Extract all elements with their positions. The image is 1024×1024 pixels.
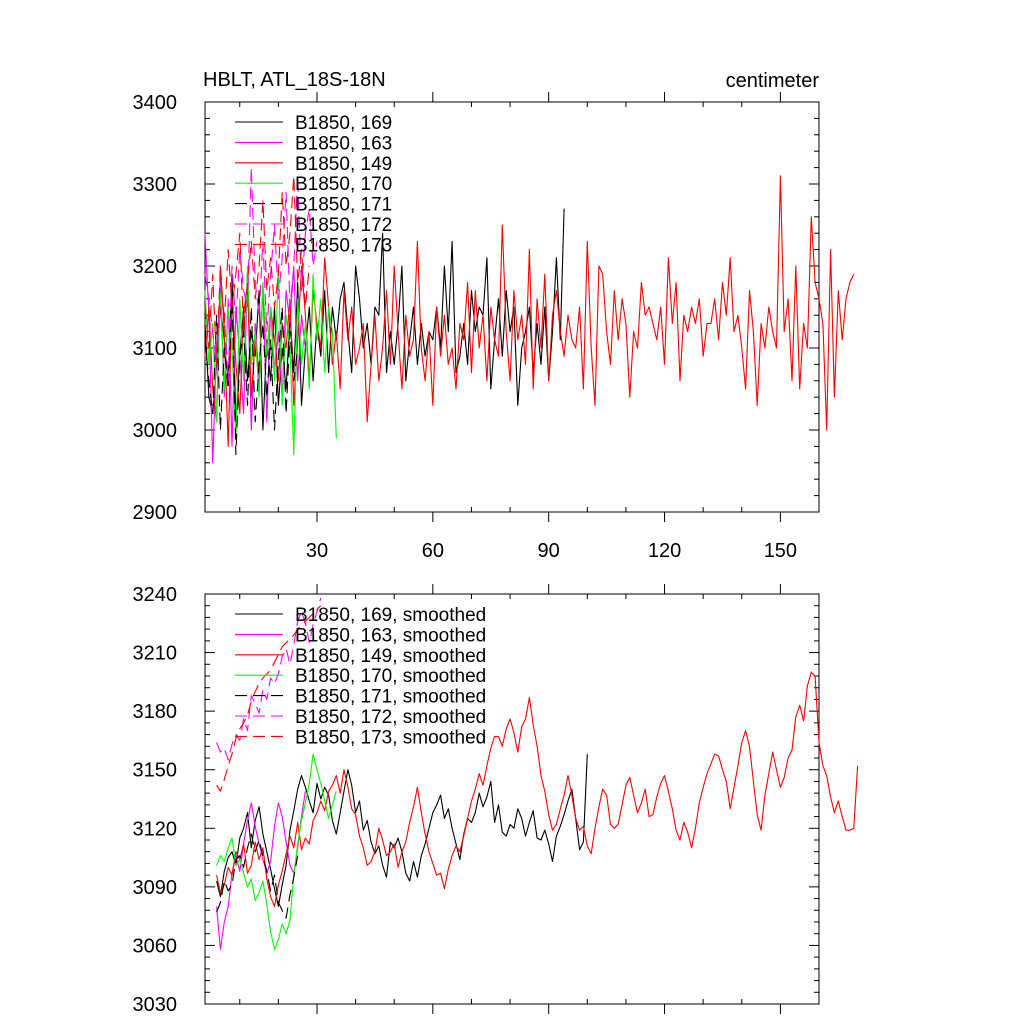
series-line-5 — [216, 833, 299, 919]
legend-label: B1850, 163, smoothed — [295, 625, 486, 646]
y-tick-label: 3150 — [133, 760, 178, 782]
axis-ticks: 2900 3000 3100 3200 3300 3400 30 60 90 120 150 — [133, 92, 820, 562]
y-tick-label: 3090 — [133, 877, 178, 899]
series-line-2 — [216, 791, 306, 950]
y-tick-label: 3060 — [133, 935, 178, 957]
legend-label: B1850, 149, smoothed — [295, 646, 486, 667]
plot-frame — [204, 593, 820, 1005]
y-tick-label: 3400 — [133, 92, 178, 114]
y-tick-label: 3180 — [133, 701, 178, 723]
x-tick-label: 90 — [538, 540, 560, 562]
series-line-3 — [216, 671, 859, 907]
chart-title: HBLT, ATL_18S-18N — [203, 69, 386, 91]
series-line-1 — [204, 208, 565, 431]
legend-label: B1850, 173, smoothed — [295, 727, 486, 748]
chart-units: centimeter — [726, 70, 820, 92]
legend-label: B1850, 169, smoothed — [295, 605, 486, 626]
series-line-4 — [204, 265, 337, 456]
x-tick-label: 120 — [648, 540, 681, 562]
series-layer — [204, 167, 855, 464]
y-tick-label: 3240 — [133, 584, 178, 606]
y-tick-label: 3030 — [133, 994, 178, 1016]
x-tick-label: 150 — [764, 540, 797, 562]
x-tick-label: 60 — [422, 540, 444, 562]
y-tick-label: 3000 — [133, 420, 178, 442]
series-line-7 — [216, 605, 322, 792]
series-line-7 — [204, 175, 310, 365]
legend-label: B1850, 163 — [295, 133, 392, 154]
legend-label: B1850, 169 — [295, 113, 392, 134]
legend-label: B1850, 149 — [295, 154, 392, 175]
y-tick-label: 3100 — [133, 338, 178, 360]
y-tick-label: 3300 — [133, 174, 178, 196]
y-tick-label: 3210 — [133, 643, 178, 665]
series-line-4 — [216, 753, 337, 950]
chart-panel-top: HBLT, ATL_18S-18N centimeter 2900 3000 310… — [133, 69, 855, 562]
legend-label: B1850, 170 — [295, 174, 392, 195]
y-tick-label: 3200 — [133, 256, 178, 278]
legend-label: B1850, 173 — [295, 235, 392, 256]
legend-label: B1850, 172, smoothed — [295, 707, 486, 728]
series-line-6 — [216, 597, 322, 761]
legend-label: B1850, 171 — [295, 195, 392, 216]
series-layer — [216, 597, 859, 950]
legend-label: B1850, 172 — [295, 215, 392, 236]
y-tick-label: 2900 — [133, 502, 178, 524]
y-tick-label: 3120 — [133, 818, 178, 840]
x-tick-label: 30 — [306, 540, 328, 562]
legend-label: B1850, 171, smoothed — [295, 687, 486, 708]
axis-ticks: 3030 3060 3090 3120 3150 3180 3210 3240 — [133, 584, 820, 1016]
legend-label: B1850, 170, smoothed — [295, 666, 486, 687]
chart-panel-bottom: 3030 3060 3090 3120 3150 3180 3210 3240 B1850, … — [133, 584, 859, 1016]
